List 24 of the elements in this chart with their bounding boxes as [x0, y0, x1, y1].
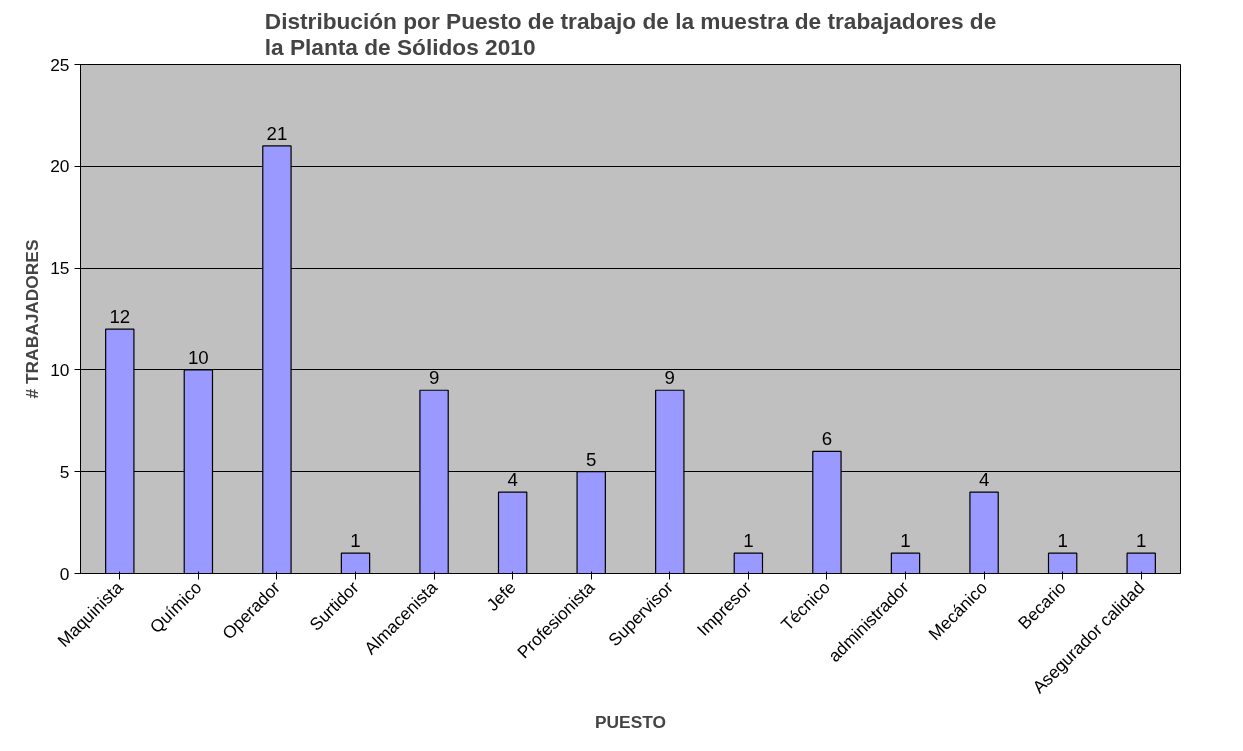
- data-label: 1: [900, 530, 911, 552]
- data-label: 6: [821, 428, 833, 450]
- data-label: 21: [266, 122, 288, 144]
- y-tick-label: 20: [50, 156, 70, 177]
- y-tick-label: 0: [59, 563, 70, 584]
- data-label: 10: [187, 346, 209, 368]
- data-label: 4: [978, 469, 990, 491]
- y-axis-title: # TRABAJADORES: [22, 239, 43, 399]
- x-tick-label: Jefe: [482, 577, 520, 615]
- data-label: 12: [109, 306, 131, 328]
- y-tick-label: 15: [50, 258, 70, 279]
- data-label: 5: [586, 448, 597, 470]
- data-label: 9: [428, 367, 440, 389]
- x-axis-title: PUESTO: [595, 712, 666, 733]
- data-label: 9: [664, 367, 675, 389]
- data-label: 1: [743, 530, 754, 552]
- chart-title: Distribución por Puesto de trabajo de la muestra de trabajadores de la Planta de Sólidos 2010: [264, 7, 997, 60]
- data-label: 4: [507, 469, 518, 491]
- data-label: 1: [350, 530, 361, 552]
- data-label: 1: [1136, 530, 1147, 552]
- y-tick-label: 10: [50, 359, 70, 380]
- y-tick-label: 5: [59, 461, 70, 482]
- y-tick-label: 25: [50, 54, 70, 75]
- data-label: 1: [1057, 530, 1068, 552]
